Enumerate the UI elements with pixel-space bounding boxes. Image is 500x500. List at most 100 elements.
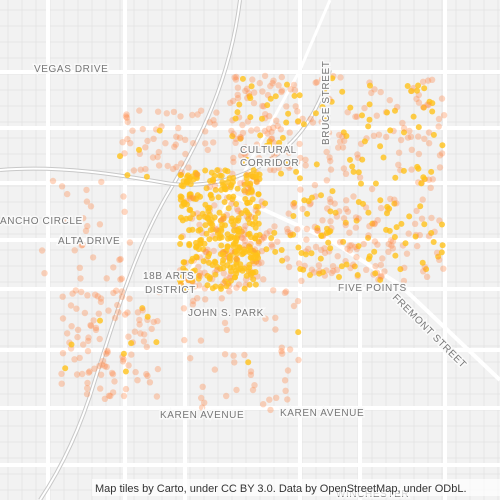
dot bbox=[293, 168, 300, 175]
dot bbox=[352, 214, 360, 221]
dot bbox=[38, 247, 46, 254]
dot bbox=[214, 264, 221, 270]
dot bbox=[79, 370, 86, 378]
dot bbox=[259, 88, 266, 95]
dot bbox=[425, 140, 433, 147]
dot bbox=[286, 129, 293, 136]
dot bbox=[216, 209, 223, 216]
dot bbox=[201, 399, 208, 406]
dot bbox=[211, 202, 218, 209]
dot bbox=[180, 305, 188, 312]
dot bbox=[118, 275, 126, 282]
dot bbox=[419, 196, 426, 203]
dot bbox=[375, 131, 383, 138]
dot bbox=[58, 183, 66, 190]
dot bbox=[413, 207, 420, 215]
dot bbox=[336, 239, 344, 246]
dot bbox=[312, 79, 319, 86]
dot bbox=[97, 385, 104, 392]
dot bbox=[251, 89, 258, 96]
dot bbox=[283, 119, 290, 126]
dot bbox=[231, 359, 238, 366]
dot bbox=[230, 352, 237, 359]
dot bbox=[189, 255, 196, 262]
dot bbox=[260, 234, 268, 242]
dot bbox=[248, 271, 254, 278]
dot bbox=[255, 191, 262, 198]
dot bbox=[114, 301, 121, 309]
dot bbox=[156, 127, 163, 134]
dot bbox=[342, 221, 349, 229]
dot bbox=[206, 119, 213, 126]
dot bbox=[110, 289, 117, 297]
dot bbox=[154, 153, 161, 161]
dot bbox=[243, 175, 250, 182]
dot bbox=[67, 302, 75, 309]
dot bbox=[411, 220, 419, 227]
dot bbox=[252, 219, 259, 226]
dot bbox=[84, 379, 91, 387]
dot bbox=[299, 205, 306, 213]
dot bbox=[353, 113, 361, 120]
dot bbox=[340, 238, 347, 245]
dot bbox=[111, 314, 119, 322]
dot bbox=[438, 95, 446, 102]
dot bbox=[372, 262, 379, 270]
dot bbox=[336, 138, 344, 145]
dot bbox=[369, 220, 376, 227]
dot bbox=[355, 199, 362, 205]
dot bbox=[234, 91, 241, 99]
dot bbox=[344, 109, 351, 116]
street-label: VEGAS DRIVE bbox=[34, 64, 108, 75]
dot bbox=[155, 288, 163, 296]
dot bbox=[251, 382, 258, 389]
dot bbox=[248, 213, 255, 221]
dot bbox=[182, 150, 189, 158]
dot bbox=[294, 226, 301, 233]
dot bbox=[230, 175, 237, 181]
dot bbox=[318, 76, 326, 83]
dot bbox=[257, 132, 264, 139]
dot bbox=[148, 325, 155, 333]
dot bbox=[85, 334, 92, 341]
dot bbox=[294, 297, 302, 305]
dot bbox=[134, 309, 142, 316]
dot bbox=[421, 85, 428, 92]
dot bbox=[74, 326, 82, 333]
dot bbox=[267, 95, 274, 102]
dot bbox=[120, 350, 127, 357]
dot bbox=[206, 259, 212, 266]
dot bbox=[234, 109, 241, 116]
dot bbox=[173, 163, 180, 171]
dot bbox=[428, 76, 436, 84]
dot bbox=[278, 347, 285, 355]
dot bbox=[295, 118, 302, 125]
dot bbox=[420, 103, 427, 111]
dot bbox=[107, 392, 114, 400]
dot bbox=[406, 127, 413, 135]
dot bbox=[346, 229, 353, 236]
dot bbox=[341, 137, 348, 145]
dot bbox=[423, 266, 430, 273]
dot bbox=[238, 152, 245, 159]
dot bbox=[413, 95, 420, 103]
dot bbox=[314, 227, 321, 235]
dot bbox=[425, 232, 433, 240]
dot bbox=[253, 178, 260, 185]
dot bbox=[330, 267, 337, 275]
dot bbox=[190, 140, 197, 147]
dot bbox=[92, 326, 100, 334]
area-label: DISTRICT bbox=[145, 285, 196, 296]
dot bbox=[198, 394, 205, 402]
dot bbox=[119, 358, 127, 365]
dot bbox=[218, 216, 225, 224]
dot bbox=[435, 253, 442, 260]
dot bbox=[117, 153, 123, 160]
dot bbox=[124, 118, 131, 126]
dot bbox=[398, 220, 405, 227]
dot bbox=[197, 226, 204, 233]
dot bbox=[185, 164, 192, 171]
dot bbox=[282, 288, 290, 295]
dot bbox=[211, 366, 218, 373]
dot bbox=[285, 110, 292, 117]
